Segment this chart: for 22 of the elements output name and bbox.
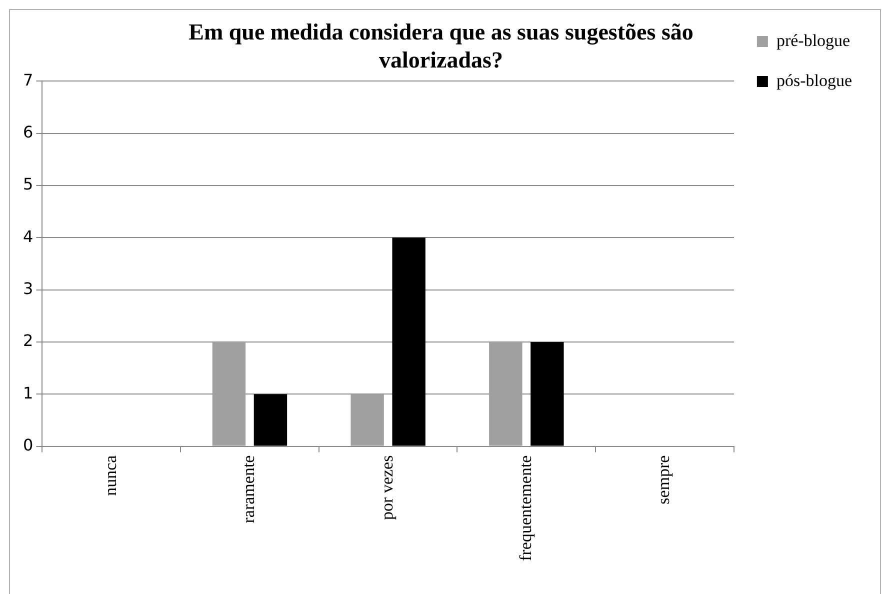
bar bbox=[212, 342, 246, 446]
bar bbox=[350, 394, 384, 446]
x-tick-label: por vezes bbox=[378, 455, 397, 520]
bar bbox=[489, 342, 522, 446]
y-tick-label: 1 bbox=[22, 383, 34, 402]
y-tick-label: 6 bbox=[22, 122, 34, 142]
x-tick-label: nunca bbox=[100, 454, 120, 496]
y-tick-label: 4 bbox=[22, 226, 34, 246]
y-tick-label: 7 bbox=[22, 70, 34, 90]
x-tick-label: frequentemente bbox=[516, 455, 535, 561]
y-tick-label: 5 bbox=[22, 174, 34, 194]
legend-label: pré-blogue bbox=[776, 30, 850, 50]
y-tick-label: 3 bbox=[22, 278, 34, 298]
x-tick-label: sempre bbox=[654, 455, 674, 504]
x-tick-label: raramente bbox=[239, 455, 258, 524]
bar bbox=[392, 238, 426, 446]
chart-title: Em que medida considera que as suas sugestões são valorizadas? bbox=[188, 20, 694, 72]
y-tick-label: 2 bbox=[22, 331, 34, 350]
bar bbox=[530, 342, 564, 446]
legend-label: pós-blogue bbox=[776, 70, 852, 90]
bar bbox=[254, 394, 288, 446]
y-tick-label: 0 bbox=[22, 435, 34, 454]
